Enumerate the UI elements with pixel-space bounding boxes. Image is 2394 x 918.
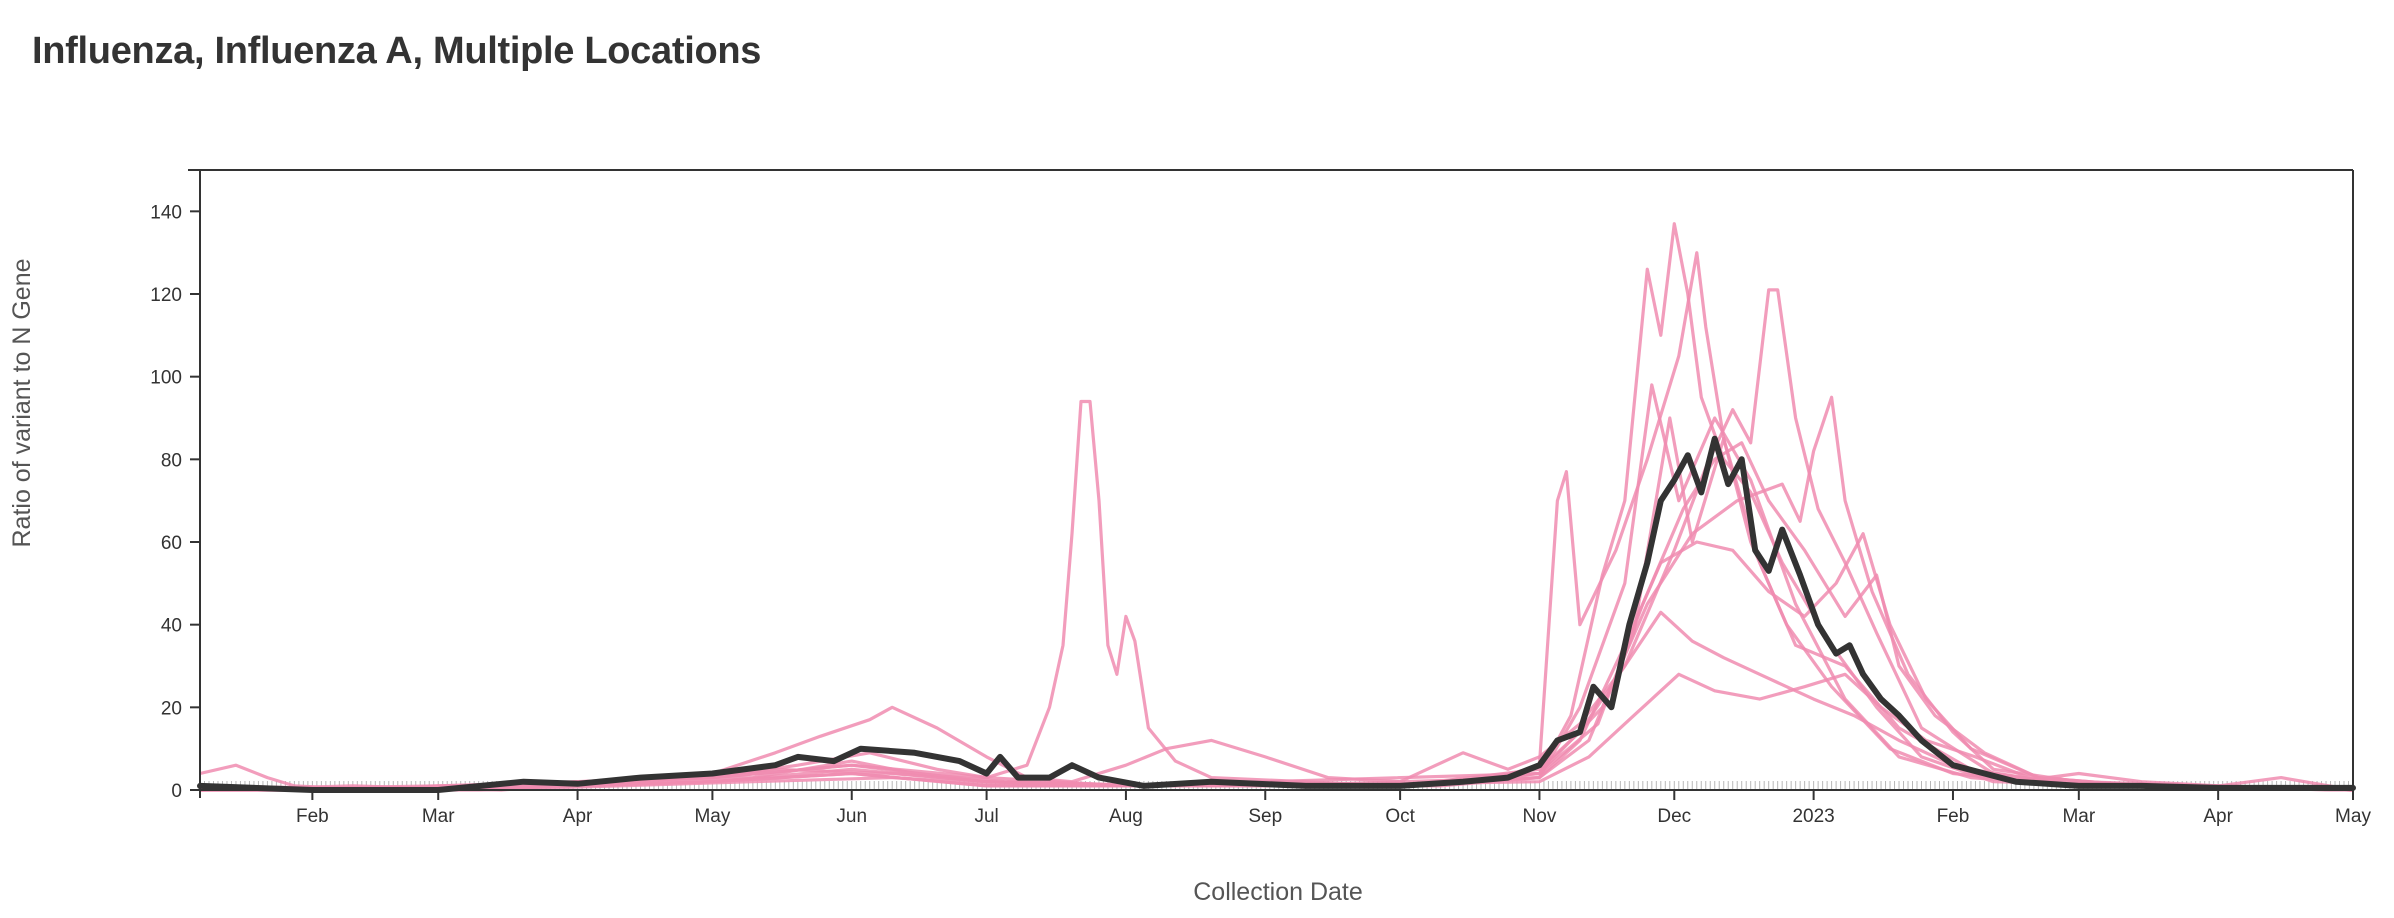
site-series-line-10 <box>200 416 2354 792</box>
average-series-line <box>197 435 2356 793</box>
x-tick-label: Oct <box>1385 806 1415 827</box>
average-series-group <box>197 435 2356 793</box>
x-tick-label: Aug <box>1109 806 1143 827</box>
x-tick-label: Nov <box>1523 806 1557 827</box>
y-tick-label: 140 <box>150 202 182 223</box>
site-series-line-1 <box>199 610 2354 792</box>
y-tick-label: 20 <box>161 698 182 719</box>
chart-axes: 0 20 40 60 80 100 120 140 Feb Mar Apr May Jun Jul Aug S… <box>150 169 2371 827</box>
x-tick-label: Apr <box>2203 806 2233 827</box>
x-tick-label: Sep <box>1248 806 1282 827</box>
y-tick-label: 40 <box>161 616 182 637</box>
site-series-line-2 <box>200 383 2354 792</box>
x-tick-label: 2023 <box>1792 806 1834 827</box>
x-tick-label: Jul <box>974 806 998 827</box>
y-tick-label: 120 <box>150 285 182 306</box>
y-axis-title: Ratio of variant to N Gene <box>8 258 36 547</box>
site-series-line-5 <box>200 288 2354 792</box>
site-series-line-9 <box>199 441 2354 792</box>
x-tick-label: Mar <box>2062 806 2095 827</box>
site-series-line-3 <box>199 222 2354 792</box>
y-tick-label: 80 <box>161 450 182 471</box>
x-tick-label: May <box>694 806 730 827</box>
x-tick-label: May <box>2335 806 2371 827</box>
site-series-line-4 <box>199 251 2354 792</box>
x-axis-title: Collection Date <box>1193 878 1363 906</box>
site-series-group <box>199 222 2354 792</box>
x-tick-label: Apr <box>563 806 593 827</box>
x-tick-label: Mar <box>422 806 455 827</box>
y-tick-label: 60 <box>161 533 182 554</box>
site-series-line-6 <box>199 395 2354 792</box>
y-tick-label: 0 <box>171 781 182 802</box>
page-title: Influenza, Influenza A, Multiple Locatio… <box>32 30 762 72</box>
x-tick-label: Dec <box>1657 806 1691 827</box>
site-series-line-7 <box>200 532 2354 792</box>
x-tick-label: Jun <box>836 806 867 827</box>
x-tick-label: Feb <box>296 806 329 827</box>
x-tick-label: Feb <box>1937 806 1970 827</box>
y-tick-label: 100 <box>150 368 182 389</box>
